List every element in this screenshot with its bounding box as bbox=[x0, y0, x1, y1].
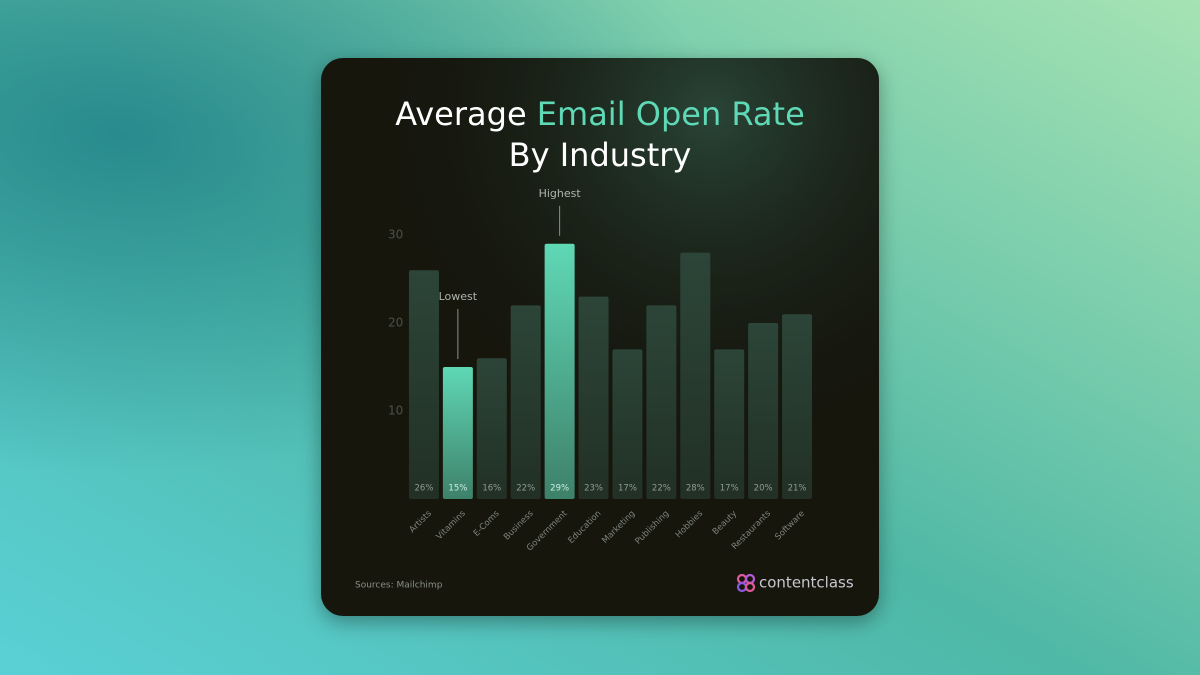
value-label: 17% bbox=[720, 484, 739, 494]
bar bbox=[714, 349, 745, 499]
y-tick-label: 10 bbox=[388, 404, 403, 418]
bar bbox=[646, 305, 677, 499]
source: Sources: Mailchimp bbox=[355, 581, 443, 591]
value-label: 17% bbox=[618, 484, 637, 494]
bar bbox=[578, 296, 609, 499]
value-label: 22% bbox=[652, 484, 671, 494]
chart-title: Average Email Open Rate bbox=[395, 95, 805, 133]
bar bbox=[782, 314, 813, 499]
value-label: 22% bbox=[516, 484, 535, 494]
value-label: 21% bbox=[788, 484, 807, 494]
bar bbox=[510, 305, 541, 499]
bar bbox=[544, 243, 575, 499]
brand-name: contentclass bbox=[759, 574, 854, 592]
title-highlight: Email Open Rate bbox=[537, 95, 805, 133]
value-label: 26% bbox=[415, 484, 434, 494]
value-label: 15% bbox=[448, 484, 467, 494]
annotation: Highest bbox=[539, 187, 582, 200]
chart-title-line2: By Industry bbox=[509, 136, 692, 174]
bar bbox=[680, 252, 711, 499]
bar bbox=[748, 323, 779, 499]
bar bbox=[476, 358, 507, 499]
value-label: 23% bbox=[584, 484, 603, 494]
y-tick-label: 30 bbox=[388, 228, 403, 242]
value-label: 20% bbox=[754, 484, 773, 494]
value-label: 29% bbox=[550, 484, 569, 494]
bar bbox=[612, 349, 643, 499]
value-label: 16% bbox=[482, 484, 501, 494]
annotation: Lowest bbox=[439, 290, 478, 303]
brand-logo bbox=[736, 573, 756, 593]
y-tick-label: 20 bbox=[388, 316, 403, 330]
value-label: 28% bbox=[686, 484, 705, 494]
title-part: Average bbox=[395, 95, 526, 133]
bar bbox=[408, 270, 439, 499]
bar bbox=[442, 367, 473, 499]
